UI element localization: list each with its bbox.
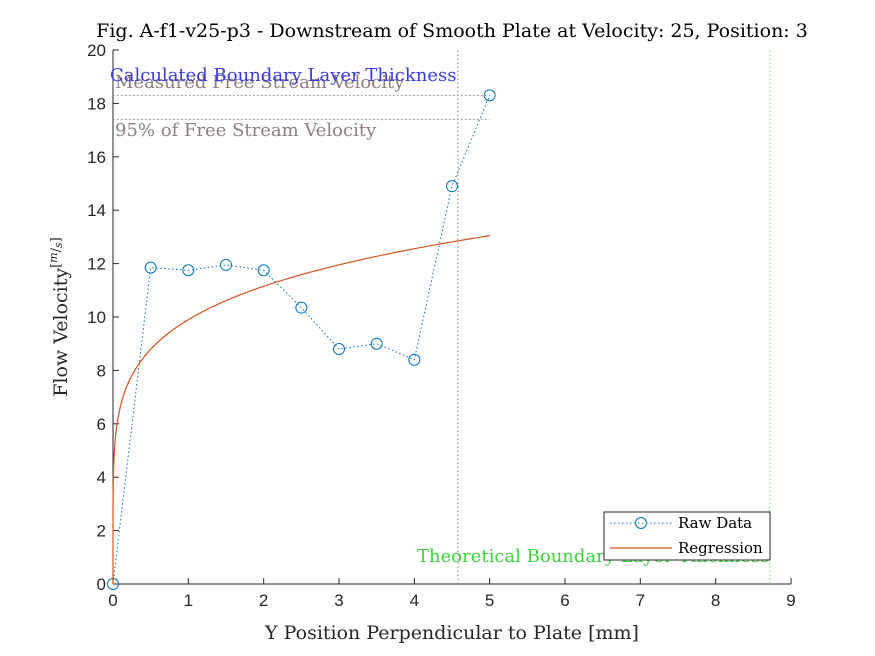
x-tick-label: 9 [786,591,795,610]
reference-labels: Measured Free Stream Velocity 95% of Free… [110,65,770,567]
y-tick-label: 6 [97,415,106,434]
legend-regression-label: Regression [678,539,763,557]
raw-data-point [144,261,157,274]
legend: Raw Data Regression [603,511,771,561]
raw-data-point [408,353,421,366]
y-axis-label-text: Flow Velocity [50,268,72,397]
regression-line [112,235,490,584]
series-layer [107,89,496,590]
y-tick-label: 20 [87,41,106,60]
y-axis-unit-open: [ [49,263,64,268]
reference-label-1: 95% of Free Stream Velocity [115,120,377,141]
x-tick-label: 8 [711,591,720,610]
raw-data-point [333,343,345,356]
reference-label-0: Measured Free Stream Velocity [115,72,405,93]
y-axis-ticks: 0 2 4 6 8 10 12 14 16 18 20 [87,41,119,594]
x-tick-label: 7 [636,591,645,610]
x-tick-label: 3 [334,591,343,610]
raw-data-point [483,89,496,102]
chart-title: Fig. A-f1-v25-p3 - Downstream of Smooth … [96,20,808,42]
y-axis-label: Flow Velocity[m/s] [47,237,72,396]
x-tick-label: 5 [485,591,494,610]
y-tick-label: 14 [87,201,106,220]
raw-data-point [295,301,308,314]
y-tick-label: 2 [97,522,106,541]
y-tick-label: 18 [87,94,106,113]
raw-data-point [257,264,270,277]
y-axis-unit-close: ] [49,237,64,242]
x-tick-label: 2 [259,591,268,610]
x-tick-label: 1 [184,591,193,610]
x-tick-label: 0 [108,591,117,610]
x-axis-label: Y Position Perpendicular to Plate [mm] [264,622,639,644]
x-tick-label: 6 [560,591,569,610]
legend-box [603,511,771,561]
raw-data-point [446,180,458,193]
legend-raw-data-label: Raw Data [678,514,752,532]
y-axis-unit-numerator: m [47,252,60,262]
x-axis-ticks: 0 1 2 3 4 5 6 7 8 9 [108,578,796,610]
y-axis-unit-denominator: s [52,242,65,248]
y-tick-label: 8 [97,361,106,380]
raw-data-point [182,264,195,277]
legend-raw-data-marker [635,517,647,529]
y-tick-label: 12 [87,255,106,274]
reference-label-2: Calculated Boundary Layer Thickness [110,65,456,86]
y-tick-label: 4 [97,468,106,487]
raw-data-point [370,337,383,350]
reference-lines [113,50,771,584]
raw-data-point [220,258,232,271]
y-tick-label: 10 [87,308,106,327]
y-axis-unit-slash: / [49,247,64,252]
y-tick-label: 0 [97,575,106,594]
x-tick-label: 4 [410,591,419,610]
y-tick-label: 16 [87,148,106,167]
